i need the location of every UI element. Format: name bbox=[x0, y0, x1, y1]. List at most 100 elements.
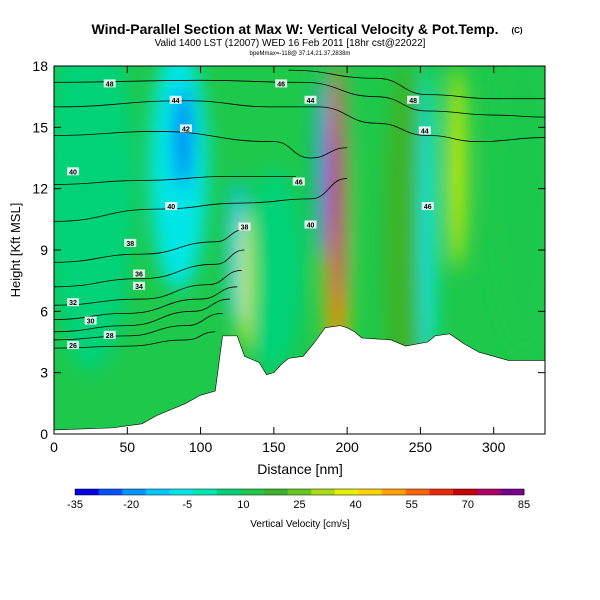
contour-label: 30 bbox=[87, 319, 95, 326]
contour-label: 38 bbox=[241, 225, 249, 232]
contour-label-box bbox=[103, 330, 116, 339]
colorbar-label: Vertical Velocity [cm/s] bbox=[250, 519, 350, 530]
theta-contour bbox=[54, 131, 348, 159]
colorbar-swatch bbox=[264, 489, 289, 495]
chart-title: Wind-Parallel Section at Max W: Vertical… bbox=[91, 21, 498, 37]
theta-contour bbox=[54, 249, 245, 288]
colorbar-swatch bbox=[75, 489, 100, 495]
y-tick-label: 9 bbox=[40, 242, 48, 258]
contour-labels: 48 46 44 44 48 42 44 40 46 40 46 38 40 38 36 34 32 30 28 26 bbox=[67, 79, 434, 350]
contour-label: 48 bbox=[106, 81, 114, 88]
contour-label: 34 bbox=[135, 284, 143, 291]
contour-label-box bbox=[304, 95, 317, 104]
contour-label: 40 bbox=[307, 222, 315, 229]
x-tick-label: 200 bbox=[335, 439, 359, 455]
colorbar-swatch bbox=[287, 489, 312, 495]
theta-contour bbox=[54, 312, 223, 341]
contour-label: 48 bbox=[409, 98, 417, 105]
colorbar-tick-label: -20 bbox=[123, 499, 139, 511]
theta-contour bbox=[54, 298, 230, 333]
velocity-field bbox=[54, 66, 545, 434]
y-tick-label: 6 bbox=[40, 303, 48, 319]
y-tick-label: 3 bbox=[40, 365, 48, 381]
colorbar-frame bbox=[74, 488, 525, 496]
contour-label: 28 bbox=[106, 333, 114, 340]
y-tick-label: 18 bbox=[32, 58, 48, 74]
contour-label: 42 bbox=[182, 126, 190, 133]
velocity-region bbox=[316, 76, 329, 261]
velocity-region bbox=[54, 66, 135, 373]
contour-label: 32 bbox=[69, 300, 77, 307]
theta-contours bbox=[54, 69, 545, 349]
theta-contour bbox=[288, 69, 545, 100]
colorbar-tick-label: 40 bbox=[350, 499, 362, 511]
contour-label: 46 bbox=[277, 81, 285, 88]
colorbar-swatch bbox=[122, 489, 147, 495]
terrain-layer bbox=[53, 325, 546, 435]
chart-subtitle: Valid 1400 LST (12007) WED 16 Feb 2011 [… bbox=[155, 38, 426, 49]
colorbar-tick-label: 70 bbox=[462, 499, 474, 511]
colorbar-tick-label: 55 bbox=[406, 499, 418, 511]
theta-contour bbox=[54, 175, 296, 185]
contour-label: 44 bbox=[421, 128, 429, 135]
colorbar-swatch bbox=[453, 489, 478, 495]
velocity-region bbox=[449, 66, 465, 271]
x-axis-label: Distance [nm] bbox=[257, 461, 343, 477]
contour-label-box bbox=[84, 316, 97, 325]
contour-label-box bbox=[133, 269, 146, 278]
contour-label-box bbox=[67, 341, 80, 350]
contour-label: 40 bbox=[167, 204, 175, 211]
contour-label-box bbox=[304, 220, 317, 229]
x-tick-label: 300 bbox=[482, 439, 506, 455]
velocity-region bbox=[335, 76, 345, 302]
contour-label-box bbox=[67, 298, 80, 307]
x-tick-label: 150 bbox=[262, 439, 286, 455]
contour-label-box bbox=[67, 167, 80, 176]
velocity-region bbox=[175, 86, 191, 189]
colorbar-swatch bbox=[169, 489, 194, 495]
contour-label: 36 bbox=[135, 272, 143, 279]
x-tick-label: 250 bbox=[409, 439, 433, 455]
contour-label-box bbox=[275, 79, 288, 88]
y-axis-label: Height [Kft MSL] bbox=[8, 203, 23, 298]
contour-label-box bbox=[421, 202, 434, 211]
colorbar-swatch bbox=[193, 489, 218, 495]
velocity-region bbox=[239, 209, 250, 353]
colorbar-tick-label: 85 bbox=[518, 499, 530, 511]
theta-contour bbox=[54, 178, 348, 222]
theta-contour bbox=[54, 229, 245, 263]
colorbar-tick-label: -5 bbox=[182, 499, 192, 511]
x-tick-label: 50 bbox=[119, 439, 135, 455]
theta-contour bbox=[54, 100, 545, 143]
contour-label-box bbox=[418, 126, 431, 135]
x-tick-label: 100 bbox=[189, 439, 213, 455]
colorbar: -35 -20 -5 10 25 40 55 70 85 bbox=[67, 488, 530, 511]
velocity-region bbox=[420, 66, 436, 394]
contour-label: 46 bbox=[295, 180, 303, 187]
colorbar-swatch bbox=[240, 489, 265, 495]
colorbar-swatch bbox=[500, 489, 525, 495]
colorbar-swatch bbox=[311, 489, 336, 495]
contour-label: 44 bbox=[307, 98, 315, 105]
colorbar-swatch bbox=[145, 489, 171, 495]
contour-label-box bbox=[179, 124, 192, 133]
chart-title-mark: (C) bbox=[511, 26, 522, 35]
colorbar-swatch bbox=[358, 489, 383, 495]
colorbar-swatch bbox=[476, 489, 501, 495]
contour-label-box bbox=[407, 95, 420, 104]
chart-subtitle-2: bpeMmax=-118@ 37.14,21.37,2838m bbox=[250, 51, 351, 57]
contour-label-box bbox=[103, 79, 116, 88]
theta-contour bbox=[54, 286, 238, 320]
colorbar-swatch bbox=[216, 489, 241, 495]
contour-label-box bbox=[133, 281, 146, 290]
y-tick-label: 15 bbox=[32, 119, 48, 135]
colorbar-tick-label: 10 bbox=[237, 499, 249, 511]
velocity-region bbox=[244, 168, 304, 373]
colorbar-tick-label: 25 bbox=[293, 499, 305, 511]
contour-label-box bbox=[124, 238, 137, 247]
colorbar-swatch bbox=[382, 489, 407, 495]
contour-label: 44 bbox=[172, 98, 180, 105]
contour-label: 46 bbox=[424, 204, 432, 211]
